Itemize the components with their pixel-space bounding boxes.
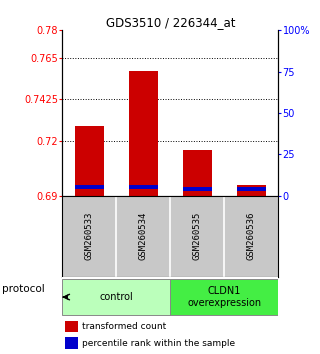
Bar [129,185,158,189]
Bar [171,279,278,315]
Bar [236,187,266,191]
Bar [65,321,77,332]
Text: protocol: protocol [2,284,44,293]
Text: control: control [100,292,133,302]
Bar [129,70,158,196]
Bar [75,185,104,189]
Bar [75,126,104,196]
Bar [65,337,77,349]
Text: GSM260533: GSM260533 [85,212,94,261]
Text: percentile rank within the sample: percentile rank within the sample [82,339,235,348]
Bar [62,279,171,315]
Title: GDS3510 / 226344_at: GDS3510 / 226344_at [106,16,235,29]
Text: CLDN1
overexpression: CLDN1 overexpression [187,286,261,308]
Bar [182,150,212,196]
Bar [236,185,266,196]
Text: GSM260535: GSM260535 [193,212,202,261]
Text: GSM260534: GSM260534 [139,212,148,261]
Bar [182,187,212,191]
Text: GSM260536: GSM260536 [247,212,256,261]
Text: transformed count: transformed count [82,322,166,331]
